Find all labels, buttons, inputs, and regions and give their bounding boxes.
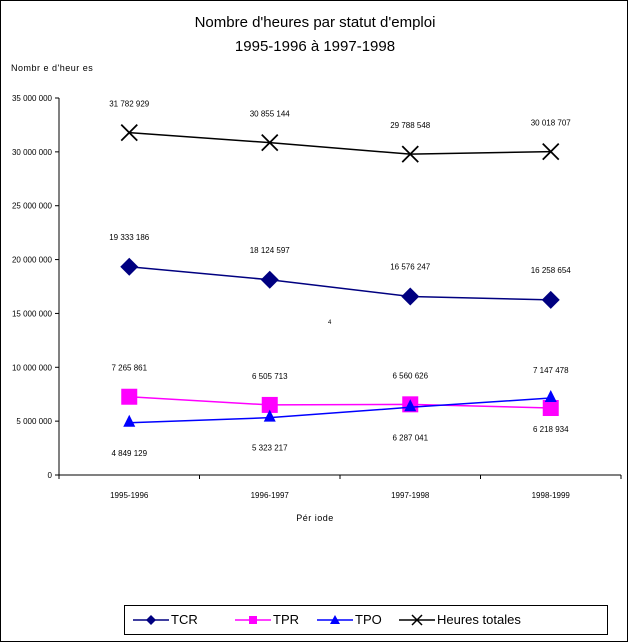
x-tick-label: 1998-1999 [532,491,571,500]
data-label: 16 576 247 [390,262,431,271]
y-tick-label: 35 000 000 [12,94,53,103]
data-label: 16 258 654 [531,266,572,275]
x-tick-label: 1995-1996 [110,491,149,500]
data-label: 5 323 217 [252,444,288,453]
series-line-tcr [129,266,551,301]
data-point-tpr [542,400,559,417]
data-point-tcr [401,287,420,306]
data-label: 30 018 707 [531,119,572,128]
data-point-heures-totales [261,134,279,152]
x-tick-label: 1997-1998 [391,491,430,500]
legend-label-heures-totales: Heures totales [437,612,521,627]
y-tick-label: 30 000 000 [12,148,53,157]
series-line-tpr [129,395,551,409]
data-label: 7 265 861 [111,364,147,373]
data-label: 6 560 626 [392,371,428,380]
data-point-tcr [120,257,139,276]
data-point-tpo [544,390,557,403]
series-line-tpo [129,397,551,424]
data-label: 6 505 713 [252,372,288,381]
legend-key-tpr [235,616,271,624]
data-point-heures-totales [401,145,419,163]
chart-title-line-2: 1995-1996 à 1997-1998 [234,38,396,55]
data-point-tpo [404,399,417,412]
stray-annotation: 4 [328,320,332,326]
data-label: 31 782 929 [109,100,150,109]
legend-label-tcr: TCR [171,612,198,627]
y-tick-label: 10 000 000 [12,363,53,372]
data-label: 18 124 597 [250,246,291,255]
data-label: 7 147 478 [533,366,569,375]
data-point-tpo [263,409,276,422]
legend-key-tcr [133,615,169,625]
y-tick-label: 20 000 000 [12,256,53,265]
data-point-heures-totales [120,124,138,142]
legend-item-tpo: TPO [315,606,395,634]
y-tick-label: 25 000 000 [12,202,53,211]
legend-label-tpo: TPO [355,612,382,627]
legend: TCR TPR TPO Heures totales [124,605,608,635]
legend-key-tpo [317,615,353,624]
legend-item-tpr: TPR [233,606,313,634]
chart-title-line-1: Nombre d'heures par statut d'emploi [194,14,436,31]
data-point-tpo [123,414,136,427]
x-tick-label: 1996-1997 [251,491,290,500]
data-label: 6 218 934 [533,425,569,434]
data-point-tpr [121,388,138,405]
y-axis-label: Nombr e d'heur es [11,63,94,73]
data-point-heures-totales [542,143,560,161]
data-label: 19 333 186 [109,233,150,242]
legend-item-tcr: TCR [131,606,237,634]
data-label: 4 849 129 [111,449,147,458]
data-label: 29 788 548 [390,121,431,130]
plot-area: 0 5 000 000 10 000 000 15 000 000 20 000 000… [12,94,622,500]
y-tick-label: 15 000 000 [12,309,53,318]
data-point-tcr [260,270,279,289]
legend-item-heures-totales: Heures totales [397,606,597,634]
x-axis-label: Pér iode [296,513,334,523]
y-tick-label: 5 000 000 [16,417,52,426]
data-point-tcr [541,290,560,309]
legend-label-tpr: TPR [273,612,299,627]
data-label: 30 855 144 [250,110,291,119]
legend-key-heures-totales [399,614,435,626]
data-label: 6 287 041 [392,433,428,442]
data-point-tpr [261,396,278,413]
series-line-heures-totales [129,131,551,155]
y-tick-label: 0 [48,471,53,480]
